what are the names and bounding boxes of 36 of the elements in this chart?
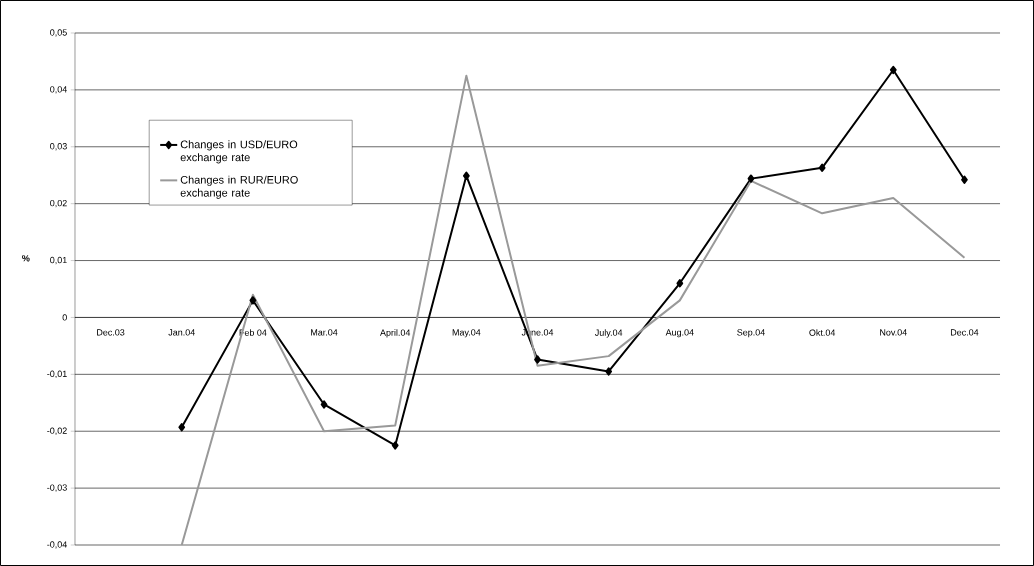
x-tick-label: Dec.03	[97, 329, 125, 336]
x-tick-label: Okt.04	[809, 329, 836, 336]
x-tick-label: May.04	[452, 329, 481, 338]
x-tick-label: Sep.04	[737, 329, 765, 338]
point	[818, 163, 826, 173]
y-tick-label: -0,04	[47, 541, 67, 549]
y-tick-label: 0,05	[50, 29, 67, 37]
y-tick-label: -0,03	[47, 484, 67, 492]
x-tick-label: Mar.04	[311, 329, 338, 336]
y-tick-label: 0,01	[50, 256, 67, 265]
y-tick-label: -0,02	[47, 427, 67, 435]
x-tick-label: Aug.04	[665, 329, 694, 338]
point	[889, 65, 897, 75]
legend-label: Changes in USD/EURO exchange rate	[180, 140, 298, 164]
legend-label: Changes in RUR/EURO exchange rate	[180, 175, 298, 199]
point	[320, 400, 328, 409]
point	[676, 279, 684, 288]
point	[462, 171, 470, 180]
y-tick-label: 0	[62, 314, 67, 321]
point	[178, 423, 186, 432]
y-axis-title: %	[22, 255, 30, 262]
x-tick-label: Jan.04	[168, 329, 195, 336]
point	[961, 175, 968, 184]
y-tick-label: 0,03	[50, 143, 67, 151]
point	[747, 174, 755, 183]
y-tick-label: 0,02	[50, 199, 67, 208]
x-tick-label: July.04	[594, 329, 623, 338]
point	[605, 367, 613, 376]
x-tick-label: Dec.04	[950, 329, 979, 336]
y-tick-label: 0,04	[50, 86, 67, 94]
x-tick-label: Nov.04	[880, 329, 907, 336]
point	[534, 355, 541, 364]
point	[249, 296, 257, 305]
y-tick-label: -0,01	[47, 370, 67, 379]
x-tick-label: April.04	[380, 329, 411, 338]
point	[391, 441, 399, 450]
